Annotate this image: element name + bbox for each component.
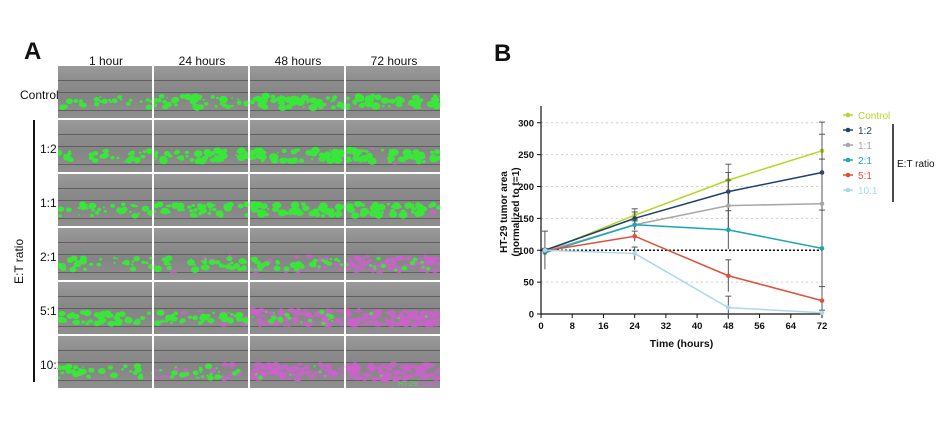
microscopy-cell bbox=[250, 228, 344, 280]
y-tick-label: 0 bbox=[529, 310, 534, 321]
x-tick-label: 32 bbox=[661, 321, 672, 332]
y-tick-label: 150 bbox=[518, 214, 534, 225]
x-axis-label: Time (hours) bbox=[650, 338, 713, 350]
series-line bbox=[544, 223, 823, 254]
y-axis-label-line1: HT-29 tumor area bbox=[499, 171, 510, 253]
x-tick-label: 56 bbox=[754, 321, 765, 332]
row-label: 5:1 bbox=[40, 304, 57, 318]
y-tick-label: 300 bbox=[518, 118, 534, 129]
microscopy-cell bbox=[250, 282, 344, 334]
microscopy-cell bbox=[154, 282, 248, 334]
y-axis-label-line2: (normalized to t=1) bbox=[511, 167, 522, 256]
y-tick-label: 250 bbox=[518, 150, 534, 161]
column-header: 24 hours bbox=[178, 54, 226, 68]
data-point bbox=[632, 251, 637, 256]
microscopy-cell bbox=[346, 174, 440, 226]
panel-b-letter: B bbox=[494, 40, 512, 67]
caption-sep: / bbox=[417, 381, 420, 388]
data-point bbox=[819, 246, 825, 251]
data-point bbox=[542, 247, 548, 253]
y-tick-label: 50 bbox=[523, 278, 534, 289]
microscopy-cell bbox=[58, 228, 152, 280]
data-point bbox=[819, 298, 825, 303]
x-tick-label: 8 bbox=[570, 321, 575, 332]
panel-a-letter: A bbox=[24, 38, 42, 65]
legend-swatch-dot bbox=[845, 187, 851, 193]
x-tick-label: 40 bbox=[692, 321, 703, 332]
data-point bbox=[726, 203, 731, 208]
legend-label: Control bbox=[858, 111, 890, 122]
legend-label: 5:1 bbox=[858, 171, 872, 182]
column-header: 48 hours bbox=[274, 54, 322, 68]
microscopy-cell bbox=[250, 120, 344, 172]
legend-swatch-dot bbox=[845, 142, 851, 148]
row-label: 1:1 bbox=[40, 196, 57, 210]
legend-swatch-dot bbox=[845, 157, 851, 163]
legend-swatch-dot bbox=[845, 172, 851, 178]
microscopy-cell bbox=[154, 228, 248, 280]
microscopy-cell bbox=[58, 336, 152, 388]
row-label: 2:1 bbox=[40, 250, 57, 264]
x-tick-label: 48 bbox=[723, 321, 734, 332]
y-tick-label: 200 bbox=[518, 182, 534, 193]
microscopy-cell bbox=[346, 120, 440, 172]
data-point bbox=[726, 305, 731, 310]
microscopy-cell bbox=[58, 174, 152, 226]
series-line bbox=[544, 235, 823, 302]
legend-label: 10:1 bbox=[858, 186, 878, 197]
microscopy-cell bbox=[58, 282, 152, 334]
et-ratio-bracket bbox=[33, 120, 35, 382]
legend-group-label: E:T ratio bbox=[897, 159, 935, 170]
microscopy-cell bbox=[154, 336, 248, 388]
x-tick-label: 0 bbox=[538, 321, 543, 332]
legend-swatch-dot bbox=[845, 127, 851, 133]
microscopy-cell bbox=[154, 120, 248, 172]
microscopy-cell bbox=[58, 120, 152, 172]
row-label: Control bbox=[20, 88, 59, 102]
data-point bbox=[632, 233, 637, 239]
series-line bbox=[544, 171, 823, 251]
y-tick-label: 100 bbox=[518, 246, 534, 257]
overlay-caption: HT-29/Draq7 bbox=[398, 381, 438, 388]
data-point bbox=[632, 222, 637, 228]
column-header: 72 hours bbox=[370, 54, 418, 68]
microscopy-cell bbox=[250, 336, 344, 388]
data-point bbox=[726, 273, 731, 279]
caption-ht29: HT-29 bbox=[398, 381, 418, 388]
microscopy-cell bbox=[250, 174, 344, 226]
x-tick-label: 72 bbox=[817, 321, 828, 332]
microscopy-cell bbox=[58, 66, 152, 118]
microscopy-cell bbox=[154, 66, 248, 118]
x-tick-label: 64 bbox=[785, 321, 796, 332]
legend-label: 2:1 bbox=[858, 156, 872, 167]
legend-label: 1:2 bbox=[858, 126, 872, 137]
series-line bbox=[544, 249, 823, 314]
microscopy-cell bbox=[346, 228, 440, 280]
series-line bbox=[544, 150, 823, 253]
data-point bbox=[726, 227, 731, 233]
caption-draq7: Draq7 bbox=[419, 381, 439, 388]
microscopy-cell bbox=[346, 66, 440, 118]
x-tick-label: 16 bbox=[598, 321, 609, 332]
legend-label: 1:1 bbox=[858, 141, 872, 152]
microscopy-cell bbox=[250, 66, 344, 118]
microscopy-cell bbox=[346, 336, 440, 388]
x-tick-label: 24 bbox=[629, 321, 640, 332]
row-label: 1:2 bbox=[40, 142, 57, 156]
microscopy-cell bbox=[346, 282, 440, 334]
column-header: 1 hour bbox=[88, 54, 124, 68]
legend-swatch-dot bbox=[845, 112, 851, 118]
microscopy-cell bbox=[154, 174, 248, 226]
data-point bbox=[819, 201, 825, 207]
data-point bbox=[819, 310, 825, 316]
